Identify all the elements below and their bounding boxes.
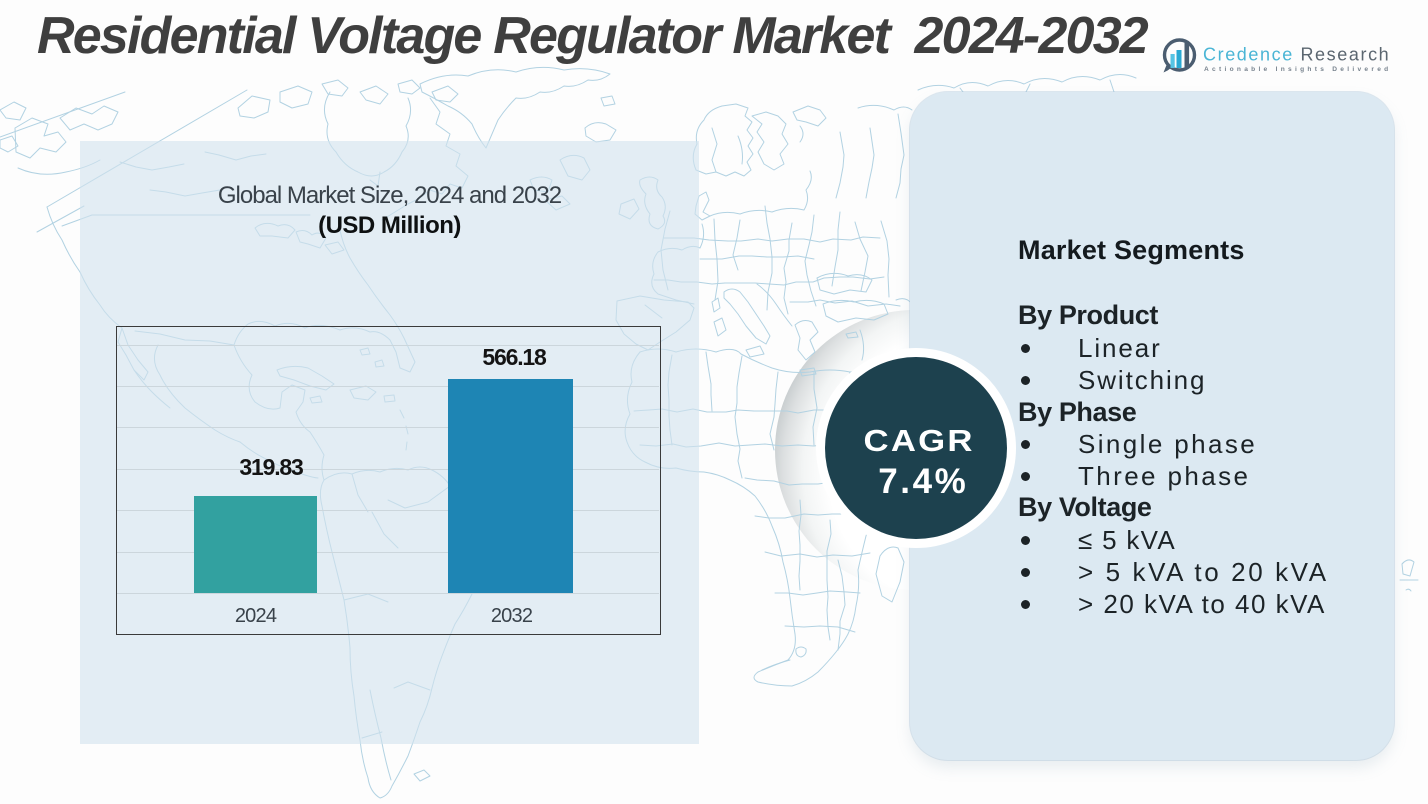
svg-text:Credence Research: Credence Research: [1203, 45, 1390, 65]
svg-text:Actionable Insights Delivered: Actionable Insights Delivered: [1204, 66, 1391, 73]
